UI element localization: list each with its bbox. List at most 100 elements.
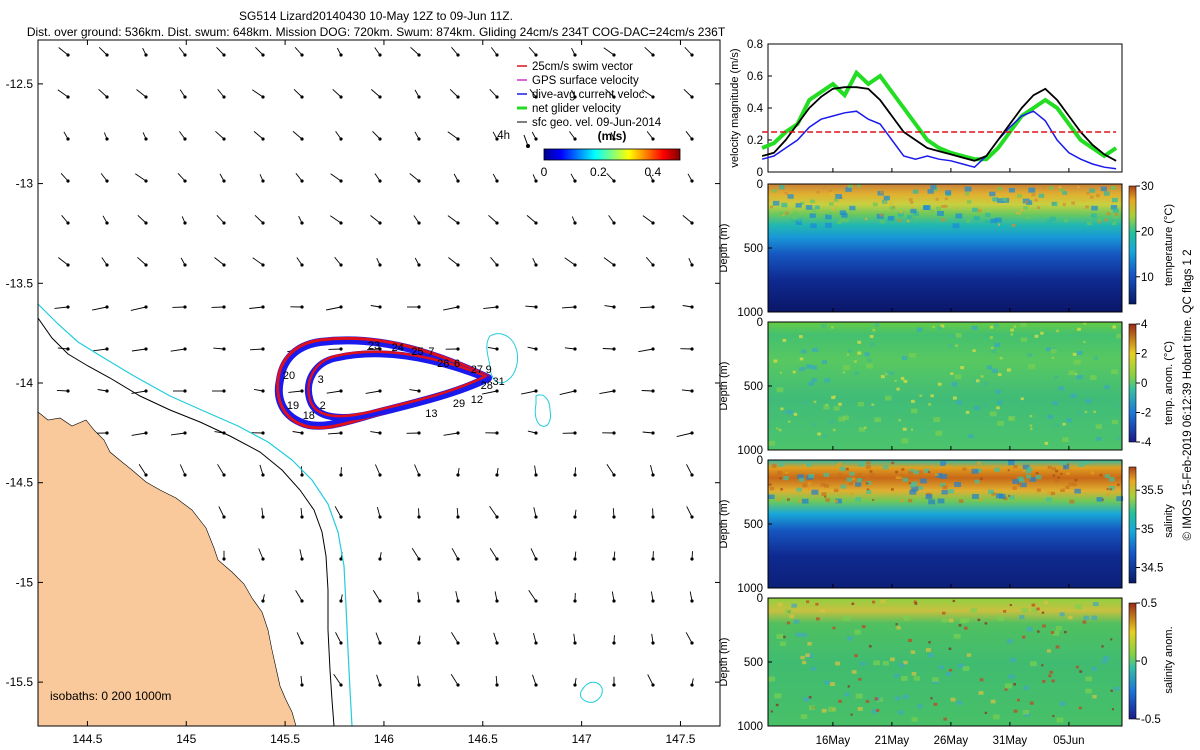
section-texture [990, 699, 996, 704]
section-texture [796, 185, 801, 188]
velocity-arrow-dot [339, 95, 343, 99]
velocity-arrow-dot [495, 641, 499, 645]
velocity-arrow-dot [690, 305, 694, 309]
section-texture [1062, 203, 1066, 206]
velocity-arrow-dot [261, 137, 265, 141]
section-texture [945, 190, 952, 195]
velocity-arrow-dot [573, 389, 577, 393]
section-texture [871, 709, 878, 714]
section-texture [1007, 639, 1013, 644]
velocity-arrow [689, 591, 693, 602]
section-texture [1060, 488, 1065, 492]
section-texture [824, 680, 831, 685]
section-texture [870, 473, 875, 477]
velocity-arrow-dot [573, 53, 577, 57]
velocity-arrow [137, 214, 147, 224]
section-texture [940, 461, 947, 466]
section-texture [911, 672, 917, 676]
velocity-series-dac [761, 110, 1117, 170]
velocity-arrow [218, 506, 225, 518]
section-texture [1074, 478, 1078, 482]
velocity-arrow [259, 464, 264, 476]
section-texture [956, 400, 962, 405]
section-texture [793, 619, 800, 624]
section-texture [937, 326, 943, 331]
velocity-arrow-dot [456, 473, 460, 477]
section-texture [1068, 482, 1073, 486]
velocity-arrow-dot [144, 137, 148, 141]
section-texture [930, 394, 934, 398]
velocity-arrow [370, 215, 381, 224]
section-texture [844, 218, 850, 223]
section-texture [839, 466, 846, 472]
section-texture [799, 366, 805, 372]
section-texture [1010, 333, 1014, 336]
section-texture [858, 677, 862, 681]
section-texture [1017, 698, 1020, 702]
cbar-tick-label: 0 [1141, 656, 1147, 668]
section-texture [997, 616, 1004, 621]
velocity-arrow [684, 46, 693, 56]
section-texture [926, 648, 931, 652]
section-texture [935, 473, 943, 478]
section-texture [768, 676, 776, 682]
velocity-arrow-dot [300, 557, 304, 561]
section-texture [902, 477, 908, 482]
section-texture [1101, 498, 1104, 501]
section-texture [779, 641, 786, 646]
velocity-arrow-dot [534, 53, 538, 57]
section-texture [978, 691, 984, 695]
section-texture [1061, 461, 1067, 466]
section-texture [1075, 604, 1082, 610]
section-texture [975, 379, 980, 383]
velocity-arrow-dot [222, 221, 226, 225]
section-texture [1045, 347, 1052, 352]
section-texture [898, 710, 904, 715]
velocity-arrow-dot [144, 305, 148, 309]
section-texture [1012, 486, 1017, 490]
velocity-arrow-dot [105, 53, 109, 57]
map-x-tick-label: 145 [176, 732, 196, 746]
section-texture [1073, 359, 1081, 365]
section-texture [786, 621, 790, 625]
section-texture [930, 184, 937, 190]
velocity-arrow [645, 257, 654, 266]
velocity-arrow-dot [534, 389, 538, 393]
section-texture [805, 653, 810, 658]
section-texture [1112, 208, 1119, 213]
section-texture [979, 207, 983, 210]
velocity-arrow [602, 348, 615, 350]
velocity-arrow-dot [378, 683, 382, 687]
section-texture [776, 387, 784, 393]
section-texture [825, 222, 832, 228]
velocity-arrow [179, 464, 186, 476]
section-texture [847, 636, 853, 641]
section-texture [997, 373, 1002, 377]
section-texture [1112, 221, 1117, 226]
velocity-arrow [136, 89, 147, 98]
section-texture [1058, 386, 1065, 391]
velocity-arrow-dot [651, 95, 655, 99]
section-texture [1027, 467, 1033, 471]
velocity-arrow-dot [339, 305, 343, 309]
section-texture [942, 611, 946, 615]
section-texture [841, 213, 848, 218]
section-texture [889, 206, 895, 211]
velocity-arrow-dot [573, 515, 577, 519]
velocity-arrow [131, 348, 147, 352]
section-texture [829, 420, 834, 424]
section-texture [937, 382, 942, 386]
section-texture [950, 697, 956, 702]
velocity-arrow-dot [222, 95, 226, 99]
reef-outline [579, 681, 603, 703]
depth-tick-label: 500 [744, 243, 763, 255]
section-texture [1054, 423, 1060, 427]
velocity-arrow-dot [378, 179, 382, 183]
section-texture [782, 338, 787, 342]
section-texture [1113, 404, 1119, 408]
section-texture [854, 629, 861, 635]
section-texture [865, 700, 870, 703]
velocity-arrow [528, 590, 537, 602]
velocity-arrow [605, 88, 615, 98]
